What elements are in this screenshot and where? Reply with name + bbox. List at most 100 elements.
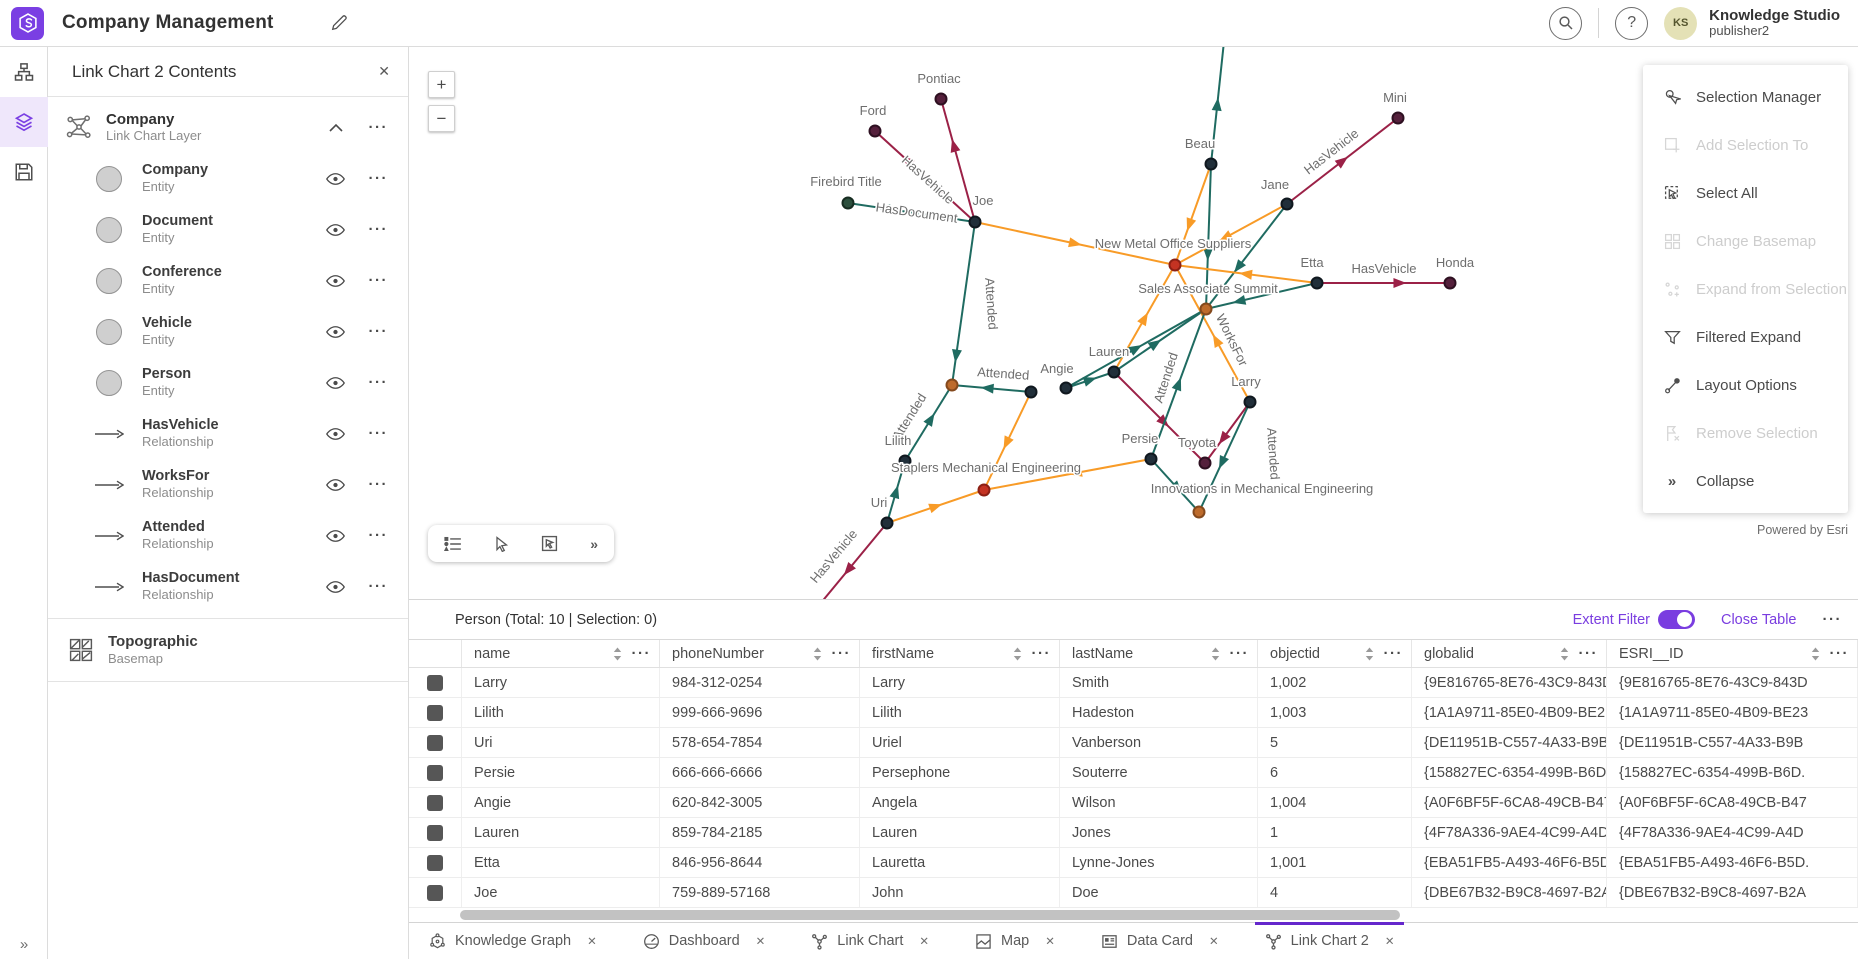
column-options-icon[interactable]: ···: [1031, 645, 1051, 663]
graph-node-honda[interactable]: [1443, 276, 1457, 290]
row-checkbox[interactable]: [427, 704, 443, 721]
graph-node-new-metal-office-suppliers[interactable]: [1168, 258, 1182, 272]
column-options-icon[interactable]: ···: [631, 645, 651, 663]
column-options-icon[interactable]: ···: [831, 645, 851, 663]
column-options-icon[interactable]: ···: [1578, 645, 1598, 663]
tab-close-icon[interactable]: ✕: [1208, 936, 1219, 949]
sort-icon[interactable]: [1560, 647, 1569, 661]
rail-collapse-icon[interactable]: »: [19, 936, 29, 953]
graph-node-angie[interactable]: [1059, 381, 1073, 395]
horizontal-scrollbar[interactable]: [409, 908, 1858, 923]
column-options-icon[interactable]: ···: [1829, 645, 1849, 663]
graph-node-uri[interactable]: [880, 516, 894, 530]
graph-node-beau[interactable]: [1204, 157, 1218, 171]
tab-close-icon[interactable]: ✕: [587, 936, 597, 949]
item-options-icon[interactable]: ···: [368, 476, 388, 493]
sort-icon[interactable]: [1211, 647, 1220, 661]
toolbar-expand-icon[interactable]: »: [590, 535, 599, 552]
item-options-icon[interactable]: ···: [368, 425, 388, 442]
legend-list-icon[interactable]: [443, 535, 462, 553]
row-checkbox[interactable]: [427, 674, 443, 691]
visibility-eye-icon[interactable]: [325, 580, 345, 594]
graph-node-lauren[interactable]: [1107, 365, 1121, 379]
visibility-eye-icon[interactable]: [325, 325, 345, 339]
row-checkbox[interactable]: [427, 734, 443, 751]
row-checkbox[interactable]: [427, 824, 443, 841]
layer-item-worksfor[interactable]: WorksFor Relationship ···: [48, 459, 408, 510]
tab-link-chart[interactable]: Link Chart ✕: [809, 923, 931, 959]
item-options-icon[interactable]: ···: [368, 323, 388, 340]
column-header-name[interactable]: name ···: [462, 640, 660, 668]
layer-options-icon[interactable]: ···: [368, 118, 388, 136]
layer-group-row[interactable]: Company Link Chart Layer ···: [48, 97, 408, 153]
graph-node-staplers-mechanical-engineering[interactable]: [977, 483, 991, 497]
help-button[interactable]: ?: [1615, 6, 1649, 40]
layer-item-company[interactable]: Company Entity ···: [48, 153, 408, 204]
tab-close-icon[interactable]: ✕: [1384, 936, 1395, 949]
item-options-icon[interactable]: ···: [368, 578, 388, 595]
rail-item-layers[interactable]: [0, 97, 48, 147]
sort-icon[interactable]: [1811, 647, 1820, 661]
layer-item-hasvehicle[interactable]: HasVehicle Relationship ···: [48, 408, 408, 459]
item-options-icon[interactable]: ···: [368, 374, 388, 391]
tab-close-icon[interactable]: ✕: [919, 936, 930, 949]
table-row[interactable]: Etta 846-956-8644 Lauretta Lynne-Jones 1,001…: [409, 848, 1858, 879]
graph-node-persie[interactable]: [1144, 452, 1158, 466]
column-header-objectid[interactable]: objectid ···: [1258, 640, 1412, 668]
select-rectangle-icon[interactable]: [541, 535, 558, 552]
close-panel-icon[interactable]: ✕: [378, 63, 390, 79]
row-checkbox[interactable]: [427, 854, 443, 871]
table-options-icon[interactable]: ···: [1822, 611, 1842, 629]
layer-item-hasdocument[interactable]: HasDocument Relationship ···: [48, 561, 408, 612]
graph-node-larry[interactable]: [1243, 395, 1257, 409]
collapse-layer-icon[interactable]: [328, 123, 343, 132]
row-checkbox[interactable]: [427, 764, 443, 781]
table-row[interactable]: Uri 578-654-7854 Uriel Vanberson 5 {DE11951B-…: [409, 728, 1858, 759]
layer-item-conference[interactable]: Conference Entity ···: [48, 255, 408, 306]
menu-item-filtered-expand[interactable]: Filtered Expand: [1643, 313, 1848, 361]
rail-item-hierarchy[interactable]: [0, 47, 48, 97]
table-row[interactable]: Angie 620-842-3005 Angela Wilson 1,004 {A0F6B…: [409, 788, 1858, 819]
link-chart-graph[interactable]: HasVehicleHasDocumentAttendedHasVehicleH…: [409, 47, 1858, 600]
sort-icon[interactable]: [613, 647, 622, 661]
graph-node-pontiac[interactable]: [934, 92, 948, 106]
menu-item-layout-options[interactable]: Layout Options: [1643, 361, 1848, 409]
graph-node-ford[interactable]: [868, 124, 882, 138]
sort-icon[interactable]: [813, 647, 822, 661]
layer-item-person[interactable]: Person Entity ···: [48, 357, 408, 408]
close-table-link[interactable]: Close Table: [1720, 611, 1797, 628]
layer-item-document[interactable]: Document Entity ···: [48, 204, 408, 255]
graph-node-conference[interactable]: [945, 378, 959, 392]
rail-item-save[interactable]: [0, 147, 48, 197]
visibility-eye-icon[interactable]: [325, 529, 345, 543]
column-header-firstName[interactable]: firstName ···: [860, 640, 1060, 668]
table-row[interactable]: Persie 666-666-6666 Persephone Souterre 6 {15…: [409, 758, 1858, 789]
tab-knowledge-graph[interactable]: Knowledge Graph ✕: [427, 923, 599, 959]
graph-node-mini[interactable]: [1391, 111, 1405, 125]
item-options-icon[interactable]: ···: [368, 170, 388, 187]
avatar[interactable]: KS: [1664, 6, 1698, 40]
scrollbar-thumb[interactable]: [460, 910, 1400, 921]
graph-node-toyota[interactable]: [1198, 456, 1212, 470]
column-header-ESRI__ID[interactable]: ESRI__ID ···: [1607, 640, 1858, 668]
visibility-eye-icon[interactable]: [325, 223, 345, 237]
select-cursor-icon[interactable]: [494, 535, 510, 552]
graph-node-lilith[interactable]: [898, 454, 912, 468]
tab-link-chart-2[interactable]: Link Chart 2 ✕: [1254, 922, 1405, 959]
menu-item-selection-manager[interactable]: Selection Manager: [1643, 73, 1848, 121]
tab-close-icon[interactable]: ✕: [755, 936, 766, 949]
graph-node-innovations-in-mechanical-engineering[interactable]: [1192, 505, 1206, 519]
zoom-out-button[interactable]: −: [428, 105, 455, 132]
column-header-phoneNumber[interactable]: phoneNumber ···: [660, 640, 860, 668]
basemap-row[interactable]: Topographic Basemap: [48, 619, 408, 682]
row-checkbox[interactable]: [427, 884, 443, 901]
edit-title-icon[interactable]: [330, 14, 348, 32]
column-header-lastName[interactable]: lastName ···: [1060, 640, 1258, 668]
layer-item-attended[interactable]: Attended Relationship ···: [48, 510, 408, 561]
layer-item-vehicle[interactable]: Vehicle Entity ···: [48, 306, 408, 357]
visibility-eye-icon[interactable]: [325, 376, 345, 390]
tab-map[interactable]: Map ✕: [973, 923, 1057, 959]
visibility-eye-icon[interactable]: [325, 274, 345, 288]
graph-node-jane[interactable]: [1280, 197, 1294, 211]
graph-node-person[interactable]: [1024, 385, 1038, 399]
